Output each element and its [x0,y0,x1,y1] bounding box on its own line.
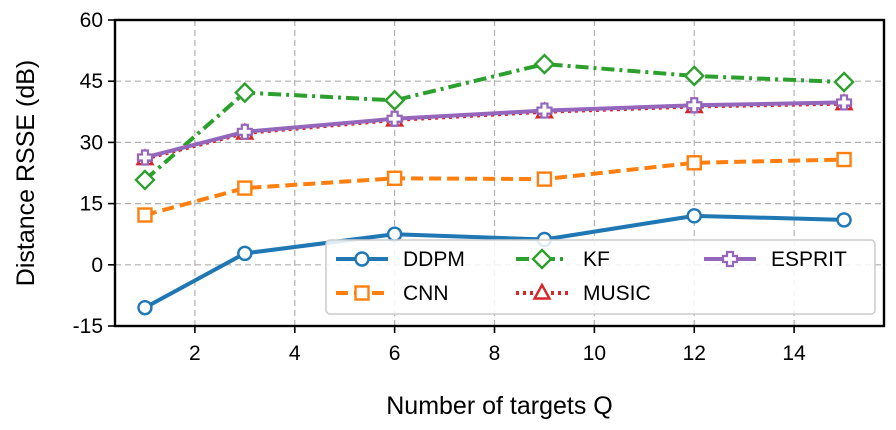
y-tick-label: 45 [80,70,103,93]
y-tick-label: -15 [73,315,103,338]
legend: DDPM CNN KF MUSIC ESPRIT [325,239,876,315]
legend-item-kf: KF [516,248,610,271]
legend-item-music: MUSIC [516,282,651,305]
legend-item-cnn: CNN [336,282,449,305]
legend-label-music: MUSIC [583,282,651,305]
x-tick-label: 12 [683,342,706,365]
data-point-ddpm [836,212,852,228]
data-point-cnn [386,170,403,187]
series-line-esprit [144,100,845,160]
data-point-cnn [836,151,852,168]
x-axis-label: Number of targets Q [386,392,612,420]
series-cnn [137,151,852,223]
data-point-esprit [536,102,553,119]
data-point-kf [833,71,855,93]
series-ddpm [137,208,852,316]
series-kf [134,53,855,191]
legend-swatch-marker-music [532,282,552,300]
legend-swatch-marker-esprit [721,250,739,268]
data-point-ddpm [386,226,403,242]
legend-swatch-marker-ddpm [354,251,370,267]
legend-swatch-marker-kf [531,248,553,270]
data-point-esprit [136,149,154,166]
y-tick-label: 15 [80,193,103,216]
legend-swatch-marker-cnn [354,285,370,301]
y-axis-label: Distance RSSE (dB) [12,60,40,286]
series-esprit [136,94,853,166]
legend-label-cnn: CNN [403,282,449,305]
data-point-esprit [835,94,853,111]
x-tick-label: 6 [389,342,401,365]
data-point-cnn [137,207,153,223]
x-tick-label: 10 [583,342,606,365]
data-point-ddpm [686,208,702,224]
y-tick-label: 0 [91,254,103,277]
legend-item-ddpm: DDPM [336,248,465,271]
data-point-esprit [236,123,253,140]
data-point-ddpm [237,245,253,262]
y-tick-label: 60 [80,9,103,32]
data-point-kf [683,65,705,87]
data-point-kf [383,89,406,112]
data-point-kf [234,81,256,104]
series-line-kf [143,62,845,182]
legend-label-ddpm: DDPM [403,248,465,271]
series-layer [134,53,855,316]
data-point-kf [533,53,556,75]
data-point-kf [134,169,156,191]
data-point-cnn [536,171,553,187]
legend-label-esprit: ESPRIT [771,248,847,271]
series-line-cnn [144,157,845,217]
data-point-ddpm [137,299,153,316]
y-tick-label: 30 [80,131,103,154]
data-point-cnn [686,155,702,171]
data-point-esprit [386,110,403,127]
x-tick-label: 4 [289,342,301,365]
plot-frame [113,18,886,328]
data-point-esprit [686,97,703,114]
legend-item-esprit: ESPRIT [704,248,847,271]
ticks: 2 4 6 8 10 12 14 -15 0 15 30 45 60 [73,9,806,365]
series-line-ddpm [144,213,845,310]
data-point-cnn [237,180,253,196]
x-tick-label: 2 [189,342,201,365]
x-tick-label: 8 [489,342,501,365]
legend-label-kf: KF [583,248,610,271]
x-tick-label: 14 [782,342,806,365]
